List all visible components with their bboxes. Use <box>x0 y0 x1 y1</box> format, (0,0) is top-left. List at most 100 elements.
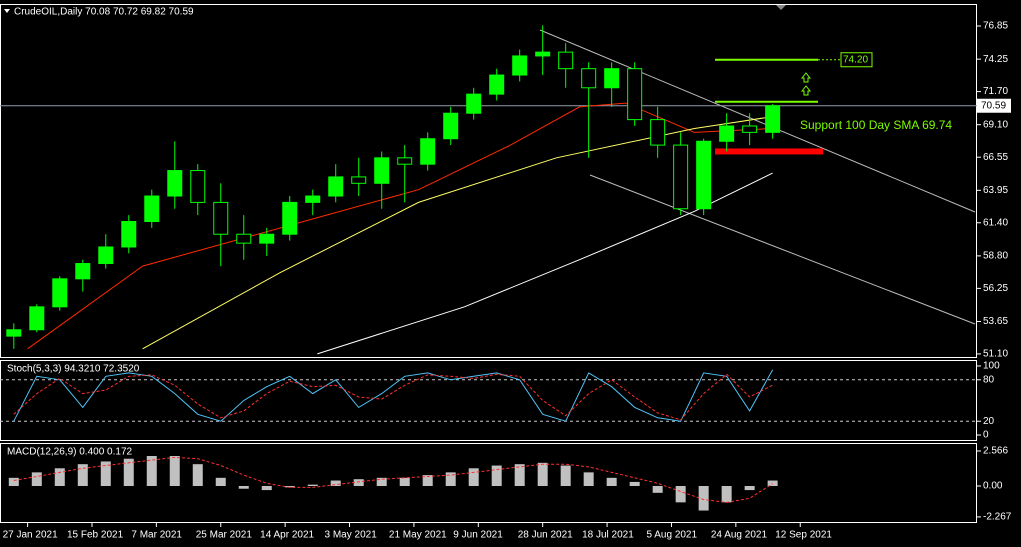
last-price-label: 70.59 <box>981 100 1006 111</box>
x-tick-label: 28 Jun 2021 <box>518 530 573 541</box>
y-tick-label: 0.00 <box>983 481 1003 492</box>
macd-bar <box>744 486 755 491</box>
candle-body <box>167 170 183 197</box>
x-tick-label: 21 May 2021 <box>389 530 447 541</box>
y-tick-label: 69.10 <box>983 119 1008 130</box>
candle-body <box>282 201 298 235</box>
y-tick-label: 2.566 <box>983 446 1008 457</box>
macd-bar <box>491 465 502 486</box>
candle-body <box>190 170 206 203</box>
candle-body <box>512 55 528 76</box>
macd-bar <box>468 468 479 486</box>
x-tick-label: 18 Jul 2021 <box>582 530 634 541</box>
candle-body <box>213 201 229 235</box>
macd-bar <box>422 475 433 486</box>
candle-body <box>420 138 436 165</box>
target-box <box>840 52 873 68</box>
candle-body <box>52 278 68 308</box>
macd-bar <box>560 465 571 486</box>
macd-bar <box>629 481 640 486</box>
macd-bar <box>192 464 203 486</box>
macd-bar <box>238 486 249 489</box>
y-tick-label: 20 <box>983 416 995 427</box>
candle-body <box>121 220 137 248</box>
candle-body <box>98 246 114 265</box>
candle-body <box>558 51 574 70</box>
y-tick-label: 74.25 <box>983 54 1008 65</box>
candle-body <box>719 125 735 142</box>
candle-body <box>374 157 390 184</box>
oscillator-line <box>13 369 774 422</box>
stoch-title: Stoch(5,3,3) 94.3210 72.3520 <box>7 364 140 375</box>
channel-line <box>539 29 976 213</box>
y-tick-label: 51.10 <box>983 349 1008 360</box>
y-tick-label: 80 <box>983 374 995 385</box>
macd-bar <box>514 464 525 486</box>
support-zone <box>715 148 823 155</box>
candle-body <box>696 140 712 210</box>
macd-bar <box>675 486 686 503</box>
candle-body <box>742 125 758 133</box>
macd-panel <box>0 443 977 523</box>
y-tick-label: 66.55 <box>983 152 1008 163</box>
macd-bar <box>284 486 295 488</box>
y-tick-label: 53.65 <box>983 316 1008 327</box>
macd-bar <box>77 464 88 486</box>
candle-body <box>397 157 413 165</box>
candle-body <box>328 176 344 197</box>
candle-body <box>236 233 252 244</box>
oscillator-line <box>13 373 773 421</box>
y-tick-label: 100 <box>983 361 1000 372</box>
candle-body <box>351 176 367 184</box>
candle-body <box>466 93 482 114</box>
up-arrows <box>800 72 812 96</box>
macd-bar <box>123 458 134 486</box>
candle-body <box>29 306 45 331</box>
macd-bar <box>376 477 387 486</box>
candle-body <box>489 74 505 95</box>
macd-bar <box>445 472 456 486</box>
y-tick-label: 0 <box>983 430 989 441</box>
stoch-panel <box>0 360 977 441</box>
x-tick-label: 15 Feb 2021 <box>67 530 124 541</box>
candle-body <box>627 68 643 121</box>
x-tick-label: 9 Jun 2021 <box>453 530 503 541</box>
macd-bar <box>721 486 732 503</box>
signal-line <box>13 456 773 503</box>
candle-body <box>650 119 666 146</box>
x-tick-label: 7 Mar 2021 <box>131 530 182 541</box>
candle-body <box>673 144 689 210</box>
macd-bar <box>54 468 65 486</box>
channel-line <box>589 174 976 325</box>
shift-marker <box>776 5 786 10</box>
y-tick-label: 58.80 <box>983 251 1008 262</box>
x-tick-label: 3 May 2021 <box>325 530 378 541</box>
candle-body <box>604 68 620 89</box>
macd-bar <box>8 477 19 486</box>
y-tick-label: 76.85 <box>983 21 1008 32</box>
x-tick-label: 25 Mar 2021 <box>196 530 253 541</box>
candle-body <box>144 195 160 222</box>
macd-bar <box>583 472 594 486</box>
x-tick-label: 5 Aug 2021 <box>646 530 697 541</box>
macd-bar <box>698 486 709 511</box>
x-tick-label: 24 Aug 2021 <box>711 530 768 541</box>
macd-bar <box>399 477 410 486</box>
x-tick-label: 14 Apr 2021 <box>260 530 314 541</box>
macd-bar <box>353 479 364 486</box>
candle-body <box>535 51 551 57</box>
macd-bar <box>261 486 272 491</box>
macd-bar <box>606 477 617 486</box>
candle-body <box>259 233 275 244</box>
candle-body <box>581 68 597 89</box>
target-label: 74.20 <box>843 54 868 65</box>
candle-body <box>6 329 22 337</box>
x-tick-label: 12 Sep 2021 <box>775 530 832 541</box>
collapse-icon[interactable] <box>4 9 10 13</box>
macd-title: MACD(12,26,9) 0.400 0.172 <box>7 447 133 458</box>
last-price-box <box>977 98 1011 113</box>
y-tick-label: 63.95 <box>983 185 1008 196</box>
annotation: Support 100 Day SMA 69.74 <box>800 118 952 132</box>
macd-bar <box>169 456 180 486</box>
